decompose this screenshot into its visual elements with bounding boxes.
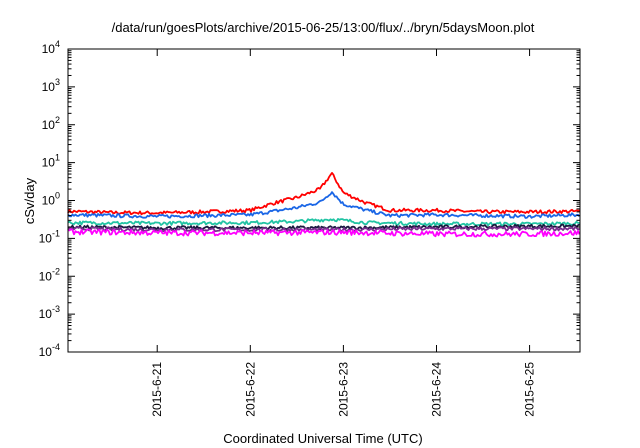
y-axis-label: cSv/day	[22, 177, 37, 224]
series-line	[68, 228, 581, 238]
series-line	[67, 172, 580, 216]
series-line	[67, 226, 580, 233]
y-tick-label: 100	[42, 191, 60, 208]
x-tick-label: 2015-6-24	[430, 362, 444, 417]
y-tick-label: 10-3	[39, 304, 60, 321]
plot-area: 10-4 10-3 10-2 10-1 100 101 102 103 104 2015-6-21…	[39, 39, 581, 417]
y-tick-label: 103	[42, 77, 60, 94]
series-line	[67, 223, 580, 231]
chart-title: /data/run/goesPlots/archive/2015-06-25/1…	[112, 20, 535, 35]
x-tick-label: 2015-6-25	[523, 362, 537, 417]
y-tick-label: 102	[42, 115, 60, 132]
x-tick-label: 2015-6-23	[336, 362, 350, 417]
y-tick-label: 10-2	[39, 266, 60, 283]
x-axis-label: Coordinated Universal Time (UTC)	[223, 431, 422, 446]
y-tick-label: 104	[42, 39, 60, 56]
y-tick-label: 10-4	[39, 342, 60, 359]
series-line	[67, 191, 581, 219]
y-tick-label: 10-1	[39, 228, 60, 245]
y-tick-label: 101	[42, 153, 60, 170]
x-tick-label: 2015-6-21	[150, 362, 164, 417]
x-tick-label: 2015-6-22	[243, 362, 257, 417]
series-line	[67, 218, 580, 227]
plot-frame	[67, 48, 581, 353]
